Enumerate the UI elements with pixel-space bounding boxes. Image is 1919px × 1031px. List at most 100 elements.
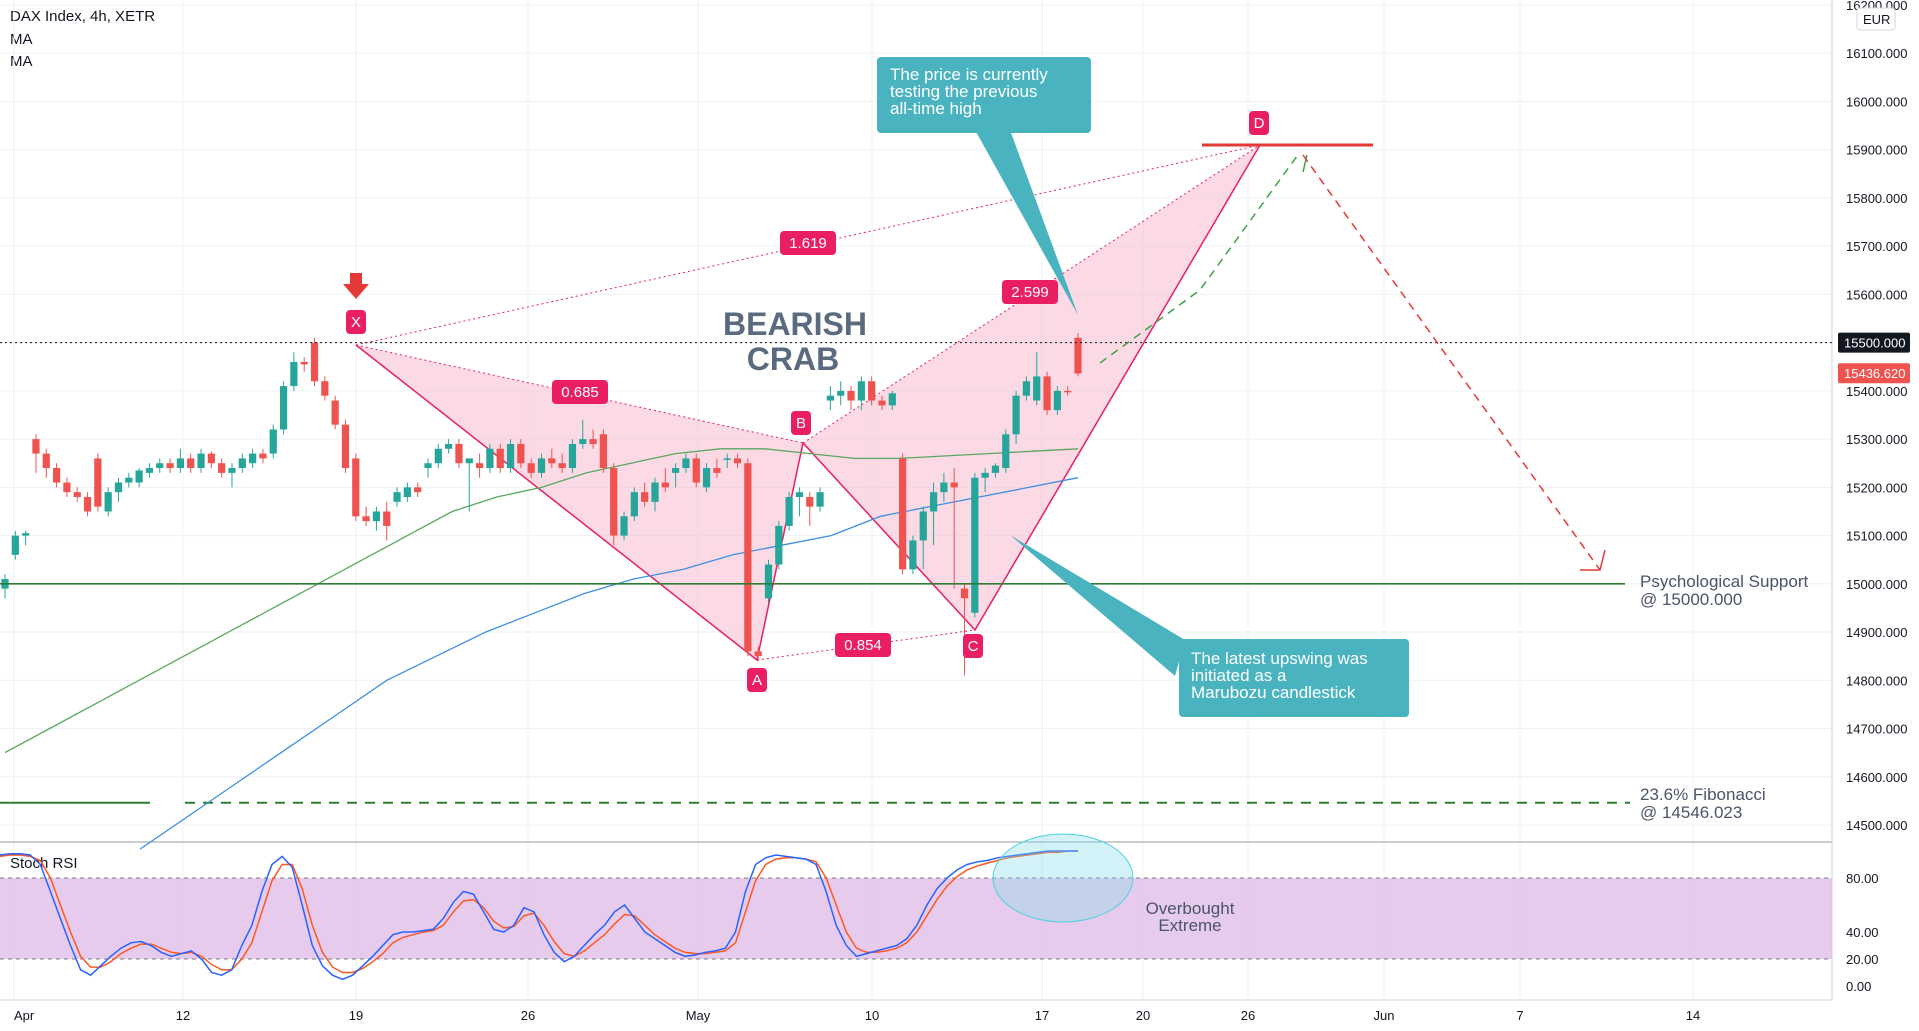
x-tick-label: Jun [1374,1008,1395,1023]
x-tick-label: Apr [14,1008,35,1023]
stoch-band [0,878,1832,959]
pattern-ratio-line [802,144,1261,444]
symbol-title: DAX Index, 4h, XETR [10,8,156,25]
callout-top-box [877,57,1091,133]
candle-body [599,434,608,469]
candle-body [331,400,339,425]
pattern-point-label: A [752,672,762,689]
y-tick-label: 14500.000 [1846,818,1907,833]
candle-body [909,540,917,570]
candle-body [32,439,40,454]
candle-body [898,458,907,570]
stoch-y-tick-label: 0.00 [1846,979,1871,994]
candle-body [1074,337,1082,374]
candle-body [228,468,236,473]
ma-indicator-1[interactable]: MA [10,31,33,48]
candle-body [919,511,927,541]
callout-bottom-text: Marubozu candlestick [1191,683,1356,702]
pattern-name-line-1: BEARISH [723,306,867,342]
callout-bottom-pointer [1010,535,1185,676]
candle-body [579,439,587,444]
pattern-triangle-xab [356,345,803,660]
projection-down-arrowhead [1580,549,1606,571]
candle-body [661,482,669,488]
candle-body [692,458,700,483]
candle-body [713,468,721,473]
candle-body [764,564,773,599]
candle-body [1043,376,1051,411]
callout-top-pointer [975,130,1078,315]
ratio-label: 0.854 [844,637,882,654]
y-tick-label: 15100.000 [1846,529,1907,544]
candle-body [290,361,298,387]
candle-body [496,448,504,469]
candle-body [733,458,742,464]
y-tick-label: 15300.000 [1846,432,1907,447]
candle-body [610,468,618,536]
candle-body [641,492,649,502]
candle-body [630,492,638,517]
candle-body [197,453,205,469]
candle-body [971,477,979,613]
candle-body [383,511,391,526]
candle-body [806,497,814,507]
candle-body [682,458,690,469]
x-tick-label: 20 [1136,1008,1150,1023]
candle-body [775,525,783,565]
candle-body [991,465,1000,473]
candle-body [960,588,969,599]
candle-body [723,458,731,460]
pattern-name-line-2: CRAB [747,341,839,377]
candle-body [94,458,102,507]
candle-body [403,487,411,497]
y-tick-label: 16100.000 [1846,46,1907,61]
candle-body [310,342,319,382]
candle-body [506,443,515,469]
candle-body [1053,390,1061,411]
y-tick-label: 14900.000 [1846,625,1907,640]
ratio-badge [835,633,891,657]
candle-body [651,482,659,502]
pattern-point-label: C [968,638,979,655]
candle-body [548,458,556,464]
ma-fast-line [4,448,1079,754]
candle-body [300,361,308,365]
pattern-ratio-line [355,344,804,444]
pattern-ratio-line [355,144,1261,346]
candle-body [744,463,752,652]
candle-body [981,472,989,478]
candle-body [1012,395,1020,435]
x-tick-label: 26 [521,1008,535,1023]
candle-body [888,393,896,406]
pattern-point-x-marker [346,310,366,334]
ratio-label: 2.599 [1011,284,1049,301]
candle-body [125,477,133,483]
callout-top-text: The price is currently [890,65,1048,84]
y-tick-label: 15900.000 [1846,143,1907,158]
ratio-badge [552,380,608,404]
candle-body [156,463,164,469]
candle-body [878,400,886,406]
candle-body [135,470,143,483]
ma-slow-line [139,477,1079,850]
pattern-point-d-marker [1249,111,1269,135]
candle-body [218,463,226,473]
candle-body [187,458,195,469]
candle-body [269,429,277,454]
candle-body [166,463,174,469]
pattern-point-label: X [351,314,361,331]
y-tick-label: 14600.000 [1846,770,1907,785]
candle-body [73,492,81,497]
y-tick-label: 14700.000 [1846,722,1907,737]
candle-body [486,448,494,469]
candle-body [83,497,92,512]
candle-body [589,439,597,444]
candle-body [672,468,680,473]
ma-indicator-2[interactable]: MA [10,53,33,70]
ratio-badge [1002,280,1058,304]
callout-bottom-text: The latest upswing was [1191,649,1368,668]
candle-body [279,386,288,430]
candle-body [868,381,876,401]
ratio-badge [780,231,836,255]
